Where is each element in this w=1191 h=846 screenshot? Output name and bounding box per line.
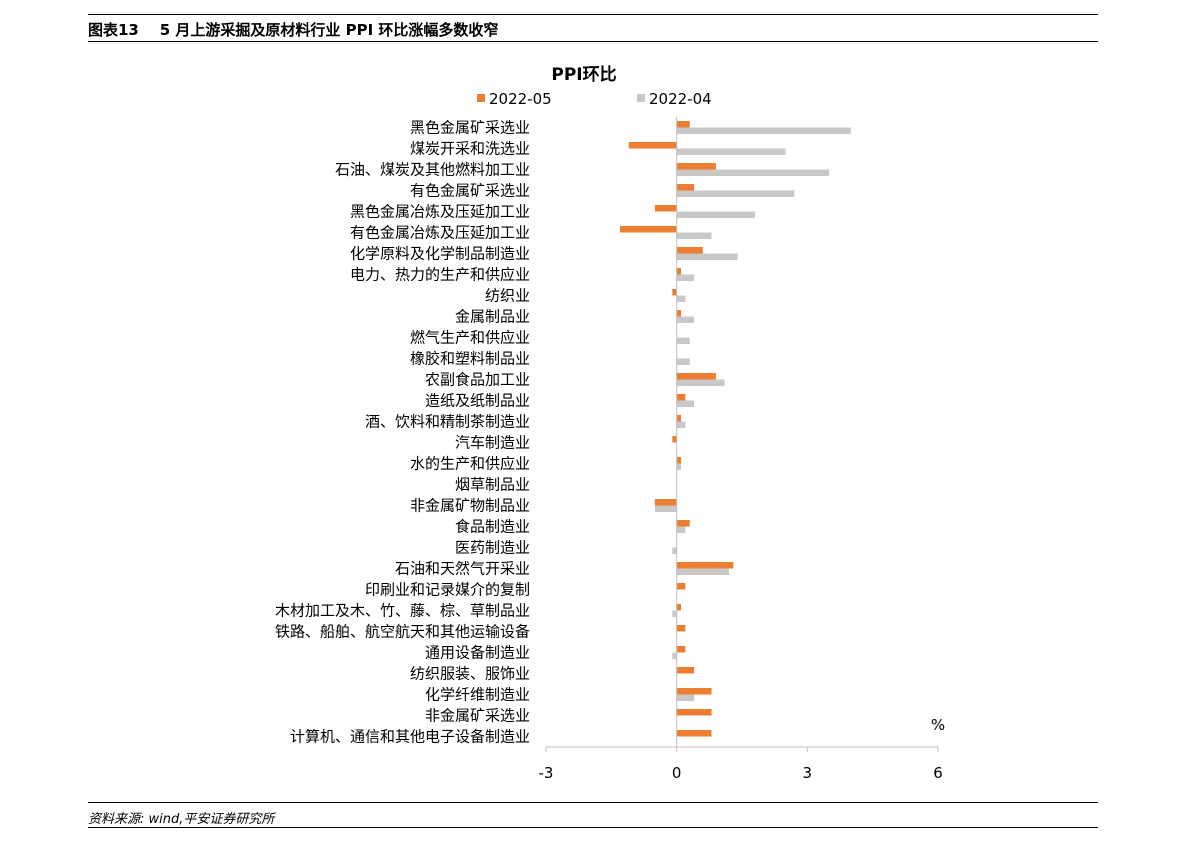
bar-2022-04 — [676, 694, 695, 701]
bar-2022-05 — [676, 625, 686, 632]
category-label: 非金属矿物制品业 — [410, 497, 530, 515]
bar-2022-04 — [676, 379, 725, 386]
category-label: 电力、热力的生产和供应业 — [350, 266, 530, 284]
bar-2022-05 — [676, 163, 716, 170]
figure-title: 图表13 5 月上游采掘及原材料行业 PPI 环比涨幅多数收窄 — [88, 21, 499, 39]
category-label: 酒、饮料和精制茶制造业 — [365, 413, 530, 431]
category-label: 纺织服装、服饰业 — [410, 665, 530, 683]
bar-2022-04 — [672, 610, 677, 617]
bar-2022-05 — [654, 205, 677, 212]
bar-2022-04 — [676, 526, 686, 533]
category-label: 石油、煤炭及其他燃料加工业 — [335, 161, 530, 179]
bar-2022-05 — [676, 184, 695, 191]
category-label: 纺织业 — [485, 287, 530, 305]
bars — [620, 121, 851, 737]
bar-2022-05 — [676, 688, 712, 695]
bar-2022-05 — [676, 562, 734, 569]
bar-2022-05 — [620, 226, 677, 233]
bar-2022-05 — [676, 268, 682, 275]
bar-2022-04 — [676, 148, 786, 155]
category-label: 有色金属冶炼及压延加工业 — [350, 224, 530, 242]
category-label: 铁路、船舶、航空航天和其他运输设备 — [275, 623, 530, 641]
bar-2022-04 — [676, 316, 695, 323]
bar-2022-04 — [676, 295, 686, 302]
category-labels: 黑色金属矿采选业煤炭开采和洗选业石油、煤炭及其他燃料加工业有色金属矿采选业黑色金… — [275, 119, 530, 746]
x-tick-label: 0 — [672, 764, 682, 782]
bar-2022-04 — [676, 127, 851, 134]
bar-2022-04 — [676, 211, 756, 218]
chart-title: PPI环比 — [551, 64, 616, 85]
legend-label-1: 2022-04 — [649, 90, 712, 108]
category-label: 有色金属矿采选业 — [410, 182, 530, 200]
category-label: 化学纤维制造业 — [425, 686, 530, 704]
category-label: 石油和天然气开采业 — [395, 560, 530, 578]
bar-2022-04 — [676, 169, 830, 176]
bar-2022-04 — [676, 274, 695, 281]
bar-2022-05 — [676, 667, 695, 674]
unit-label: % — [931, 716, 945, 734]
category-label: 金属制品业 — [455, 308, 530, 326]
bar-2022-05 — [676, 520, 690, 527]
bar-2022-04 — [676, 190, 795, 197]
bar-2022-05 — [676, 646, 686, 653]
bar-2022-04 — [672, 652, 677, 659]
category-label: 食品制造业 — [455, 518, 530, 536]
bar-2022-05 — [676, 583, 686, 590]
bar-2022-05 — [676, 730, 712, 737]
bar-2022-05 — [676, 247, 703, 254]
bar-2022-05 — [672, 289, 677, 296]
bar-2022-04 — [676, 232, 712, 239]
source-note: 资料来源: wind,平安证券研究所 — [88, 812, 275, 827]
bar-2022-05 — [676, 373, 716, 380]
figure-header: 图表13 5 月上游采掘及原材料行业 PPI 环比涨幅多数收窄 — [88, 14, 1098, 42]
bar-2022-05 — [676, 121, 690, 128]
bar-2022-05 — [676, 457, 682, 464]
chart-legend: 2022-05 2022-04 — [477, 90, 712, 108]
category-label: 医药制造业 — [455, 539, 530, 557]
bar-2022-05 — [628, 142, 677, 149]
bar-2022-05 — [676, 604, 682, 611]
category-label: 烟草制品业 — [455, 476, 530, 494]
bar-2022-04 — [654, 505, 677, 512]
bar-2022-05 — [676, 394, 686, 401]
category-label: 通用设备制造业 — [425, 644, 530, 662]
bar-2022-05 — [676, 310, 682, 317]
figure-footer: 资料来源: wind,平安证券研究所 — [88, 802, 1098, 828]
legend-swatch-1 — [637, 94, 645, 102]
category-label: 黑色金属矿采选业 — [410, 119, 530, 137]
legend-label-0: 2022-05 — [489, 90, 552, 108]
bar-2022-04 — [676, 421, 686, 428]
axes: -3 0 3 6 — [539, 117, 943, 782]
category-label: 木材加工及木、竹、藤、棕、草制品业 — [275, 602, 530, 620]
bar-2022-04 — [676, 358, 690, 365]
category-label: 非金属矿采选业 — [425, 707, 530, 725]
bar-2022-05 — [676, 415, 682, 422]
bar-2022-04 — [676, 253, 738, 260]
category-label: 汽车制造业 — [455, 434, 530, 452]
category-label: 化学原料及化学制品制造业 — [350, 245, 530, 263]
category-label: 煤炭开采和洗选业 — [410, 140, 530, 158]
legend-swatch-0 — [477, 94, 485, 102]
category-label: 农副食品加工业 — [425, 371, 530, 389]
category-label: 黑色金属冶炼及压延加工业 — [350, 203, 530, 221]
x-tick-label: -3 — [539, 764, 554, 782]
bar-2022-04 — [676, 568, 729, 575]
bar-2022-04 — [676, 337, 690, 344]
x-tick-label: 6 — [933, 764, 943, 782]
category-label: 橡胶和塑料制品业 — [410, 350, 530, 368]
bar-2022-05 — [676, 709, 712, 716]
bar-2022-04 — [676, 463, 682, 470]
category-label: 燃气生产和供应业 — [410, 329, 530, 347]
category-label: 计算机、通信和其他电子设备制造业 — [290, 728, 530, 746]
bar-2022-04 — [672, 547, 677, 554]
category-label: 水的生产和供应业 — [410, 455, 530, 473]
bar-2022-04 — [676, 400, 695, 407]
category-label: 印刷业和记录媒介的复制 — [365, 581, 530, 599]
x-tick-label: 3 — [803, 764, 813, 782]
bar-2022-05 — [672, 436, 677, 443]
bar-2022-05 — [654, 499, 677, 506]
category-label: 造纸及纸制品业 — [425, 392, 530, 410]
